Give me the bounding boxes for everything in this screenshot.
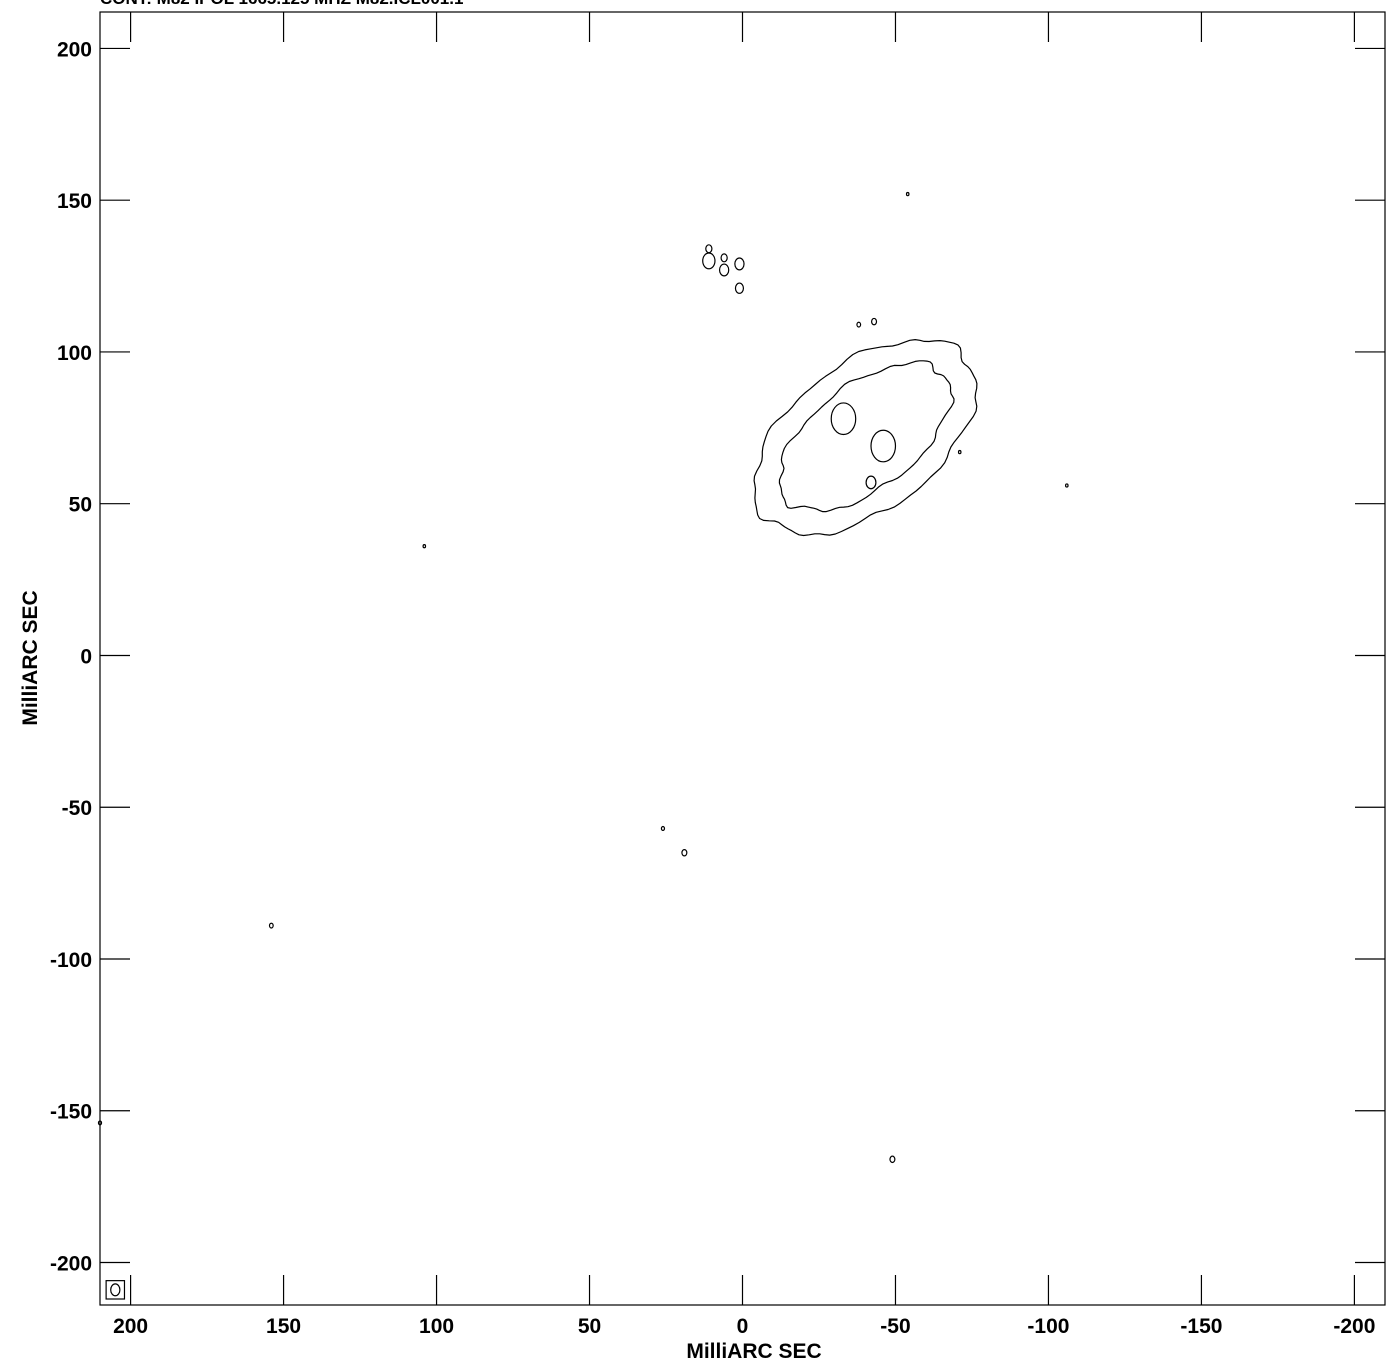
x-tick-label: 50 bbox=[578, 1315, 601, 1338]
x-tick-label: 150 bbox=[266, 1315, 301, 1338]
plot-frame bbox=[99, 11, 1386, 1306]
x-tick-label: -100 bbox=[1027, 1315, 1069, 1338]
noise-contour bbox=[871, 317, 878, 326]
y-tick-label: -100 bbox=[50, 949, 92, 972]
noise-contour bbox=[702, 252, 716, 270]
y-tick-labels: 200 150 100 50 0 -50 -100 -150 -200 bbox=[50, 38, 92, 1275]
noise-contour bbox=[705, 244, 713, 254]
axis-ticks bbox=[100, 12, 1385, 1305]
y-tick-label: -150 bbox=[50, 1101, 92, 1124]
noise-contour bbox=[97, 1120, 103, 1126]
beam-box bbox=[105, 1280, 126, 1300]
y-tick-label: -50 bbox=[62, 797, 92, 820]
outer-contour bbox=[753, 339, 978, 537]
noise-contour bbox=[1064, 483, 1069, 488]
y-tick-label: -200 bbox=[50, 1253, 92, 1276]
noise-contour bbox=[734, 282, 745, 294]
x-tick-label: 200 bbox=[113, 1315, 148, 1338]
x-tick-label: -150 bbox=[1180, 1315, 1222, 1338]
x-tick-label: 0 bbox=[737, 1315, 749, 1338]
beam-ellipse bbox=[110, 1283, 121, 1297]
middle-contour bbox=[778, 360, 955, 513]
y-tick-label: 200 bbox=[57, 38, 92, 61]
y-tick-label: 100 bbox=[57, 342, 92, 365]
x-tick-label: 100 bbox=[419, 1315, 454, 1338]
contour-lines bbox=[97, 191, 1069, 1164]
noise-contour bbox=[957, 449, 962, 455]
y-tick-label: 150 bbox=[57, 190, 92, 213]
y-tick-label: 0 bbox=[80, 645, 92, 668]
noise-contour bbox=[905, 191, 910, 197]
inner-peak-contour bbox=[870, 429, 897, 463]
y-tick-label: 50 bbox=[69, 494, 92, 517]
beam-marker bbox=[105, 1280, 126, 1300]
noise-contour bbox=[889, 1155, 896, 1164]
noise-contour bbox=[856, 321, 862, 328]
x-tick-labels: 200 150 100 50 0 -50 -100 -150 -200 bbox=[113, 1315, 1375, 1338]
x-tick-label: -200 bbox=[1333, 1315, 1375, 1338]
y-axis-label: MilliARC SEC bbox=[19, 590, 42, 725]
x-tick-label: -50 bbox=[880, 1315, 910, 1338]
small-contour bbox=[865, 475, 877, 490]
x-axis-label: MilliARC SEC bbox=[686, 1340, 821, 1362]
noise-contour bbox=[734, 257, 745, 271]
noise-contour bbox=[720, 253, 728, 263]
noise-contour bbox=[660, 825, 666, 832]
noise-contour bbox=[681, 848, 688, 857]
noise-contour bbox=[718, 263, 730, 277]
noise-contour bbox=[422, 544, 427, 549]
noise-contour bbox=[268, 922, 274, 929]
inner-peak-contour bbox=[830, 402, 857, 436]
plot-title: CONT: M82 IPOL 1665.125 MHZ M82.ICL001.1 bbox=[100, 0, 463, 8]
